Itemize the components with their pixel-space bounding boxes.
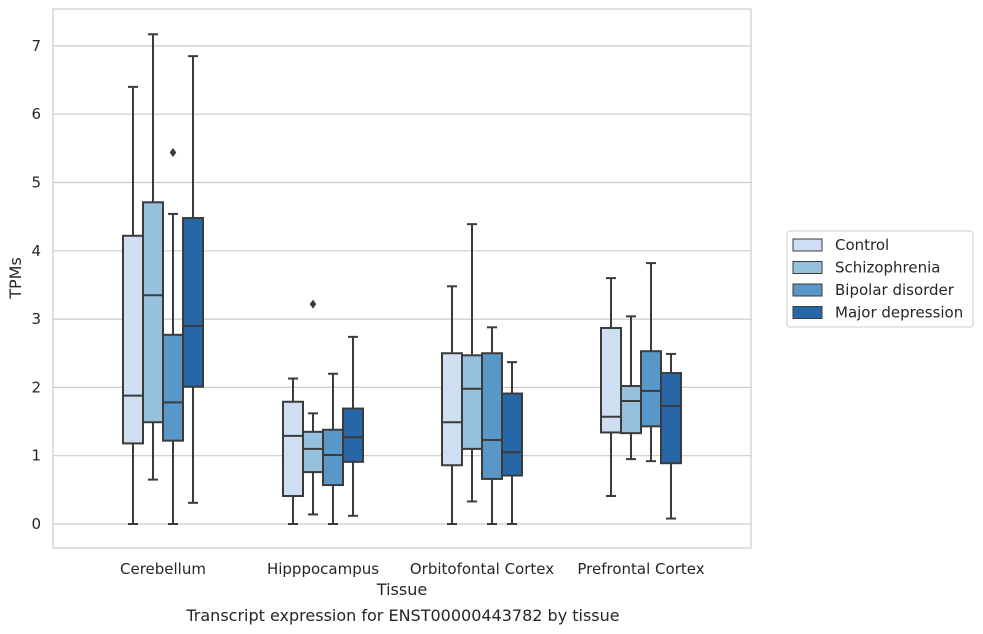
box-1-3 <box>342 335 364 517</box>
box-iqr <box>620 385 642 435</box>
box-iqr <box>342 407 364 463</box>
y-axis-title: TPMs <box>6 257 25 300</box>
box-3-1 <box>620 315 642 461</box>
box-0-2 <box>162 147 184 525</box>
box-iqr <box>302 430 324 474</box>
legend: Control Schizophrenia Bipolar disorder Majo… <box>786 230 974 328</box>
x-tick-label: Orbitofontal Cortex <box>410 560 554 578</box>
x-tick-labels: Cerebellum Hipppocampus Orbitofontal Corte… <box>120 560 705 578</box>
box-2-2 <box>481 326 503 525</box>
y-tick-label: 7 <box>31 37 41 55</box>
y-tick-label: 5 <box>31 174 41 192</box>
box-3-2 <box>640 262 662 463</box>
box-0-1 <box>142 33 164 481</box>
y-tick-label: 3 <box>31 310 41 328</box>
y-tick-label: 2 <box>31 378 41 396</box>
box-iqr <box>600 326 622 434</box>
box-3-3 <box>660 352 682 520</box>
box-iqr <box>640 350 662 428</box>
figure-caption: Transcript expression for ENST0000044378… <box>186 606 620 625</box>
x-axis-title: Tissue <box>376 580 427 599</box>
y-tick-label: 6 <box>31 105 41 123</box>
legend-label: Bipolar disorder <box>835 281 955 299</box>
legend-label: Schizophrenia <box>835 259 940 277</box>
legend-swatch <box>792 283 823 297</box>
legend-frame <box>786 230 974 328</box>
box-3-0 <box>600 277 622 497</box>
legend-swatch <box>792 306 823 319</box>
y-tick-label: 4 <box>31 242 41 260</box>
box-iqr <box>142 201 164 424</box>
box-0-0 <box>122 85 144 525</box>
box-1-1 <box>302 299 324 516</box>
plot-frame <box>52 8 752 549</box>
outlier-point <box>169 147 177 157</box>
legend-label: Major depression <box>835 304 963 322</box>
box-iqr <box>282 400 304 497</box>
box-iqr <box>501 392 523 477</box>
box-1-2 <box>322 372 344 525</box>
box-iqr <box>322 428 344 487</box>
box-iqr <box>441 352 463 467</box>
y-tick-label: 0 <box>31 515 41 533</box>
boxes-layer <box>122 33 682 525</box>
box-2-0 <box>441 285 463 525</box>
y-tick-label: 1 <box>31 447 41 465</box>
box-iqr <box>461 354 483 450</box>
x-tick-label: Hipppocampus <box>267 560 379 578</box>
box-iqr <box>182 217 204 388</box>
legend-label: Control <box>835 236 889 254</box>
box-0-3 <box>182 55 204 504</box>
box-2-3 <box>501 361 523 525</box>
box-iqr <box>481 352 503 480</box>
x-tick-label: Prefrontal Cortex <box>577 560 704 578</box>
box-iqr <box>660 372 682 465</box>
x-tick-label: Cerebellum <box>120 560 206 578</box>
legend-swatch <box>792 261 823 274</box>
box-iqr <box>122 234 144 445</box>
y-tick-labels: 0 1 2 3 4 5 6 7 <box>31 37 41 533</box>
outlier-point <box>309 299 317 309</box>
box-iqr <box>162 333 184 442</box>
legend-swatch <box>792 238 823 252</box>
